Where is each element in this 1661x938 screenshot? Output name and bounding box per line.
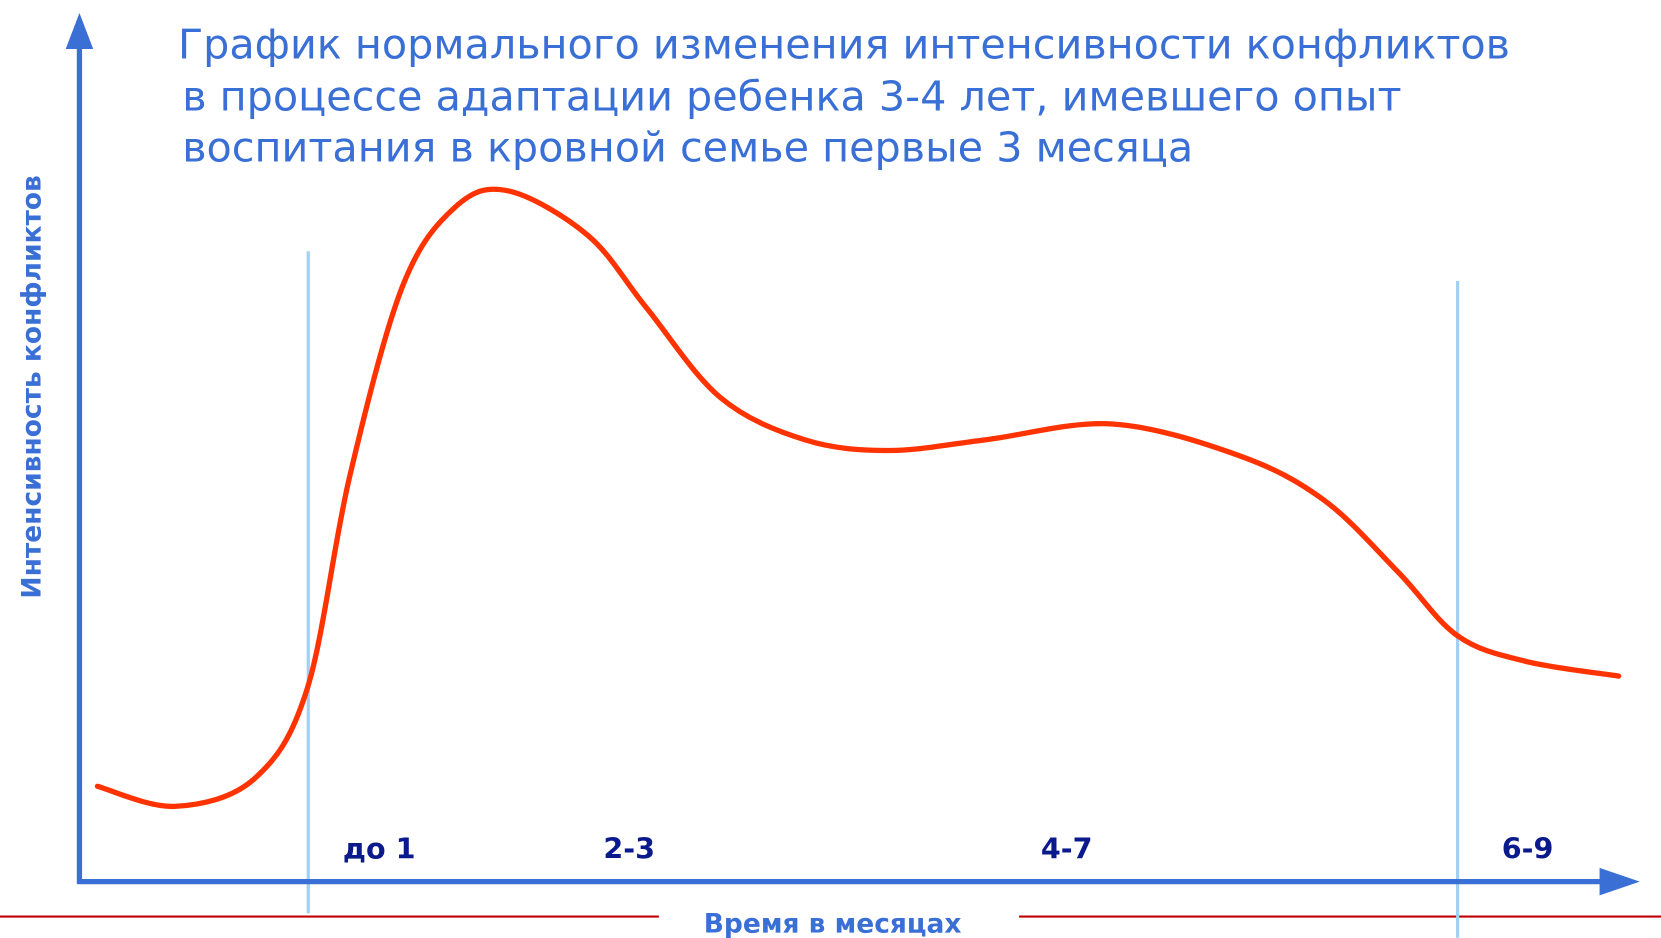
period-label: до 1 bbox=[343, 831, 416, 865]
period-label: 6-9 bbox=[1502, 831, 1554, 865]
period-label: 4-7 bbox=[1041, 831, 1093, 865]
intensity-curve bbox=[94, 186, 1622, 810]
title-line: График нормального изменения интенсивнос… bbox=[178, 21, 1510, 69]
y-axis-arrow bbox=[65, 12, 94, 49]
title-line: в процессе адаптации ребенка 3-4 лет, им… bbox=[182, 72, 1401, 120]
x-axis-label: Время в месяцах bbox=[704, 908, 962, 938]
title-line: воспитания в кровной семье первые 3 меся… bbox=[182, 123, 1193, 171]
y-axis-label: Интенсивность конфликтов bbox=[16, 175, 47, 598]
period-label: 2-3 bbox=[603, 831, 655, 865]
x-axis-arrow bbox=[1599, 867, 1640, 896]
